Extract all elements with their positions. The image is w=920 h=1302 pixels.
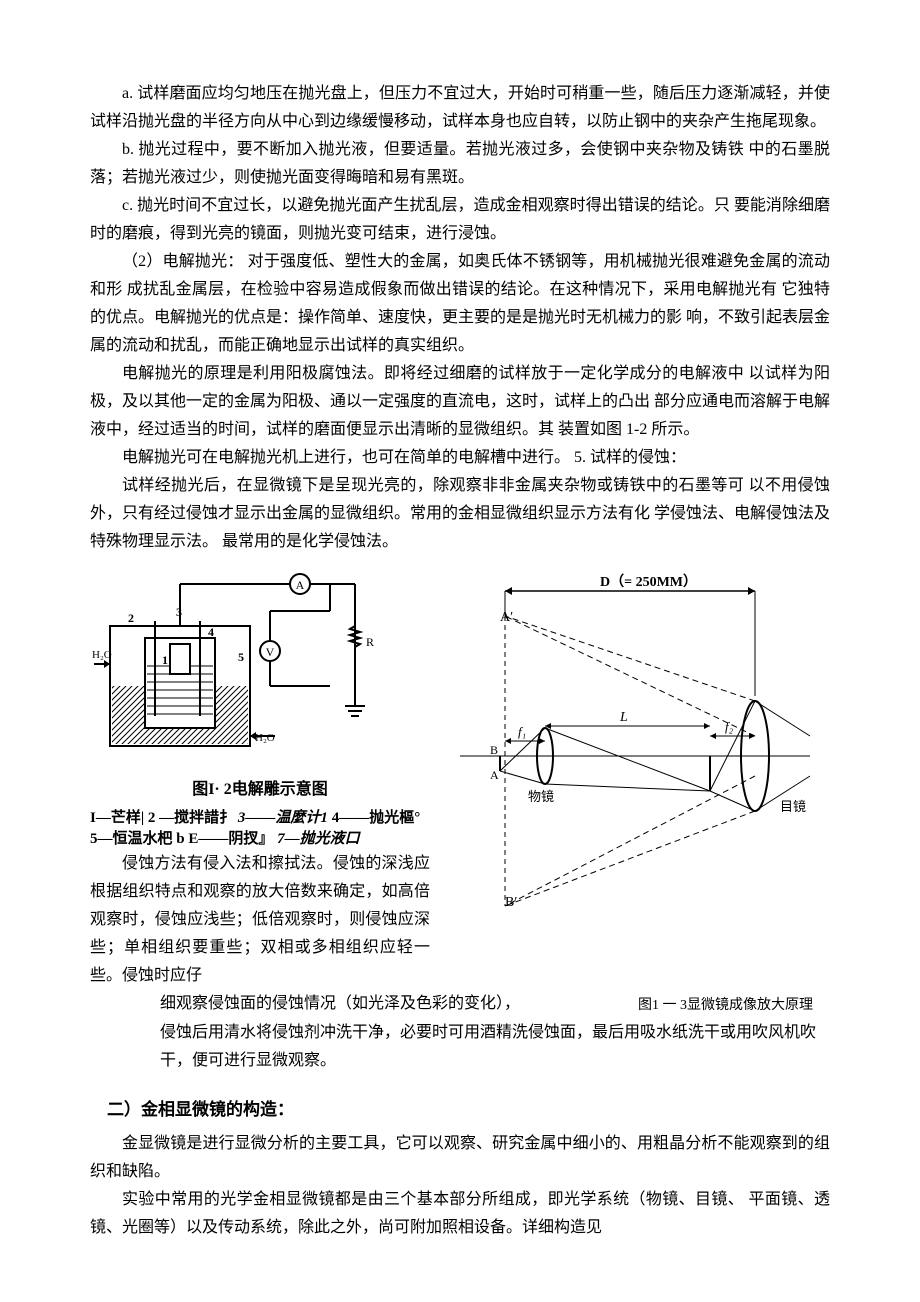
paragraph-microscope-1: 金显微镜是进行显微分析的主要工具，它可以观察、研究金属中细小的、用粗晶分析不能观…	[90, 1130, 830, 1186]
label-4: 4	[208, 625, 214, 639]
legend-5: 5—恒温水杷	[90, 831, 173, 847]
label-f2: f₂	[725, 719, 734, 734]
paragraph-b: b. 抛光过程中，要不断加入抛光液，但要适量。若抛光液过多，会使钢中夹杂物及铸铁…	[90, 136, 830, 192]
label-2: 2	[128, 611, 134, 625]
wrap-paragraph-2: 细观察侵蚀面的侵蚀情况（如光泽及色彩的变化），	[160, 990, 630, 1018]
legend-4: 4——抛光樞°	[332, 810, 421, 826]
paragraph-etch: 试样经抛光后，在显微镜下是呈现光亮的，除观察非非金属夹杂物或铸铁中的石墨等可 以…	[90, 472, 830, 556]
legend-2: 2 —搅拌諎扌	[148, 810, 234, 826]
figure-1-2-electropolish: A R V	[90, 566, 380, 756]
label-h2o-in: H₂O	[92, 649, 112, 661]
label-A: A	[490, 768, 499, 782]
figure-1-2-legend-line1: I—芒样| 2 —搅拌諎扌 3——温麼计1 4——抛光樞°	[90, 808, 430, 829]
figure-1-2-caption: 图I· 2电解雕示意图	[90, 776, 430, 804]
paragraph-microscope-2: 实验中常用的光学金相显微镜都是由三个基本部分所组成，即光学系统（物镜、目镜、 平…	[90, 1186, 830, 1242]
legend-1: I—芒样|	[90, 810, 148, 826]
paragraph-2: （2）电解抛光： 对于强度低、塑性大的金属，如奥氏体不锈钢等，用机械抛光很难避免…	[90, 248, 830, 360]
figure-1-3-microscope-optics: D（= 250MM） f₁ L f₂ 物镜	[450, 566, 820, 916]
label-D: D（= 250MM）	[600, 574, 697, 590]
label-h2o-out: H₂O	[255, 732, 275, 744]
legend-7: 7—抛光液口	[277, 831, 360, 847]
figure-1-2-legend-line2: 5—恒温水杷 b E——阴扠』 7—抛光液口	[90, 829, 430, 850]
label-3: 3	[176, 605, 182, 619]
wrap-paragraph-1: 侵蚀方法有侵入法和擦拭法。侵蚀的深浅应根据组织特点和观察的放大倍数来确定，如高倍…	[90, 850, 430, 990]
paragraph-machine: 电解抛光可在电解抛光机上进行，也可在简单的电解槽中进行。 5. 试样的侵蚀：	[90, 444, 830, 472]
label-A-prime: A′	[500, 610, 513, 625]
legend-6: b E——阴扠』	[176, 831, 273, 847]
paragraph-c: c. 抛光时间不宜过长，以避免抛光面产生扰乱层，造成金相观察时得出错误的结论。只…	[90, 192, 830, 248]
fig2-caption-text: 图1 一 3显微镜成像放大原理	[638, 998, 813, 1013]
label-V: V	[266, 645, 275, 659]
paragraph-principle: 电解抛光的原理是利用阳极腐蚀法。即将经过细磨的试样放于一定化学成分的电解液中 以…	[90, 360, 830, 444]
legend-3: 3——温麼计1	[238, 810, 332, 826]
label-A: A	[296, 578, 305, 592]
label-L: L	[619, 710, 628, 725]
wrap-paragraph-3: 侵蚀后用清水将侵蚀剂冲洗干净，必要时可用酒精洗侵蚀面，最后用吸水纸洗干或用吹风机…	[160, 1019, 830, 1075]
label-objective: 物镜	[528, 789, 554, 804]
label-eyepiece: 目镜	[780, 799, 806, 814]
wrap2-text: 细观察侵蚀面的侵蚀情况（如光泽及色彩的变化），	[160, 995, 520, 1012]
label-1: 1	[162, 653, 168, 667]
label-B: B	[490, 743, 498, 757]
paragraph-a: a. 试样磨面应均匀地压在抛光盘上，但压力不宜过大，开始时可稍重一些，随后压力逐…	[90, 80, 830, 136]
label-5: 5	[238, 650, 244, 664]
label-f1: f₁	[518, 724, 526, 739]
label-R: R	[366, 635, 374, 649]
section-2-heading: 二）金相显微镜的构造：	[90, 1095, 830, 1125]
figure-row: A R V	[90, 566, 830, 990]
figure-1-3-caption: 图1 一 3显微镜成像放大原理	[638, 994, 830, 1019]
